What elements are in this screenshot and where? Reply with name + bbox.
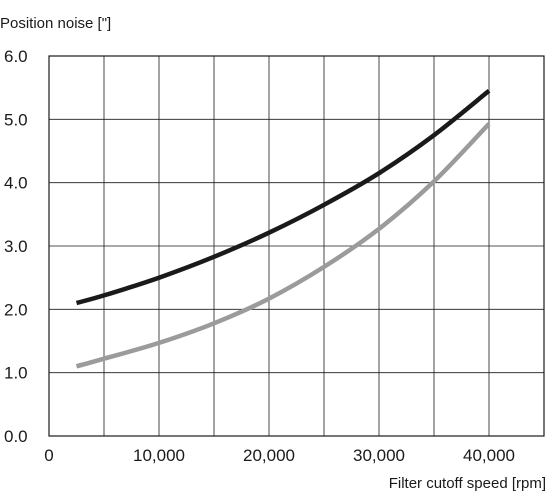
series-line-black	[75, 89, 491, 306]
x-axis-label: Filter cutoff speed [rpm]	[389, 475, 546, 492]
y-tick-label: 1.0	[4, 364, 28, 383]
y-tick-label: 6.0	[4, 47, 28, 66]
y-tick-label: 0.0	[4, 427, 28, 446]
series-lines	[75, 89, 491, 369]
y-tick-label: 2.0	[4, 300, 28, 319]
y-axis-label: Position noise ["]	[0, 15, 111, 32]
y-tick-label: 5.0	[4, 110, 28, 129]
x-tick-label: 10,000	[133, 446, 185, 465]
y-tick-label: 4.0	[4, 174, 28, 193]
x-tick-label: 20,000	[243, 446, 295, 465]
grid	[48, 55, 545, 437]
y-tick-label: 3.0	[4, 237, 28, 256]
plot-frame	[48, 55, 545, 437]
x-tick-label: 0	[44, 446, 53, 465]
x-tick-label: 30,000	[353, 446, 405, 465]
tick-labels: 0.0 1.0 2.0 3.0 4.0 5.0 6.0 0 10,000 20,000 30,000…	[4, 47, 515, 465]
series-line-gray	[75, 122, 491, 369]
x-tick-label: 40,000	[463, 446, 515, 465]
